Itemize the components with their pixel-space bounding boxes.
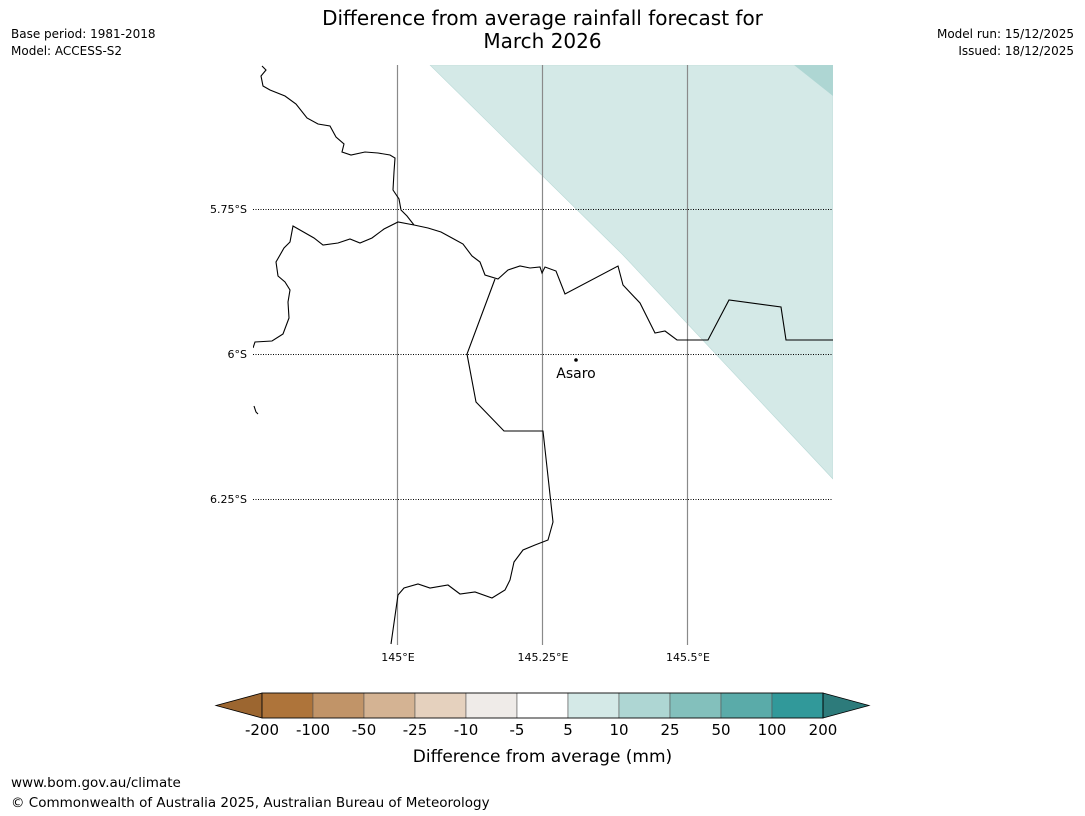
boundary-north-west	[260, 65, 415, 226]
colorbar-cell	[720, 692, 773, 719]
colorbar-swatches	[214, 692, 871, 719]
map-title: Difference from average rainfall forecas…	[0, 7, 1085, 53]
colorbar-cell	[312, 692, 365, 719]
footer-url: www.bom.gov.au/climate	[11, 775, 181, 791]
colorbar-cell	[669, 692, 722, 719]
boundary-fragment	[253, 405, 259, 415]
issued-text: Issued: 18/12/2025	[958, 44, 1074, 58]
lat-label-6s: 6°S	[228, 348, 247, 361]
model-name-text: Model: ACCESS-S2	[11, 44, 123, 58]
footer-copyright: © Commonwealth of Australia 2025, Austra…	[11, 795, 490, 811]
colorbar-tick-label: -25	[403, 721, 428, 739]
lon-label-145-5e: 145.5°E	[666, 651, 710, 664]
title-line-2: March 2026	[483, 29, 602, 53]
colorbar-tick-label: 50	[711, 721, 730, 739]
colorbar-extend-high	[822, 692, 871, 719]
boundary-west	[253, 221, 415, 349]
colorbar-tick-label: 200	[809, 721, 838, 739]
town-label: Asaro	[556, 366, 595, 382]
lat-label-5-75s: 5.75°S	[210, 203, 247, 216]
colorbar-cell	[618, 692, 671, 719]
colorbar-cell	[363, 692, 416, 719]
colorbar-tick-labels: -200 -100 -50 -25 -10 -5 5 10 25 50 100 200	[245, 721, 837, 739]
colorbar-tick-label: -50	[352, 721, 377, 739]
boundary-central	[413, 224, 833, 341]
town-dot	[574, 358, 578, 362]
title-line-1: Difference from average rainfall forecas…	[322, 6, 763, 30]
town-marker-asaro: Asaro	[556, 358, 596, 382]
colorbar-frame	[261, 692, 824, 719]
colorbar-cell	[516, 692, 569, 719]
shade-5-to-10	[429, 65, 833, 480]
colorbar-tick-label: -100	[296, 721, 330, 739]
colorbar-tick-label: 25	[660, 721, 679, 739]
colorbar-extend-low	[214, 692, 263, 719]
colorbar-tick-label: -200	[245, 721, 279, 739]
colorbar-tick-label: -10	[454, 721, 479, 739]
colorbar-title: Difference from average (mm)	[413, 747, 672, 767]
shade-10-to-25	[794, 65, 833, 96]
boundary-south	[390, 278, 554, 645]
lat-label-6-25s: 6.25°S	[210, 493, 247, 506]
colorbar-cell	[465, 692, 518, 719]
colorbar-tick-label: 100	[758, 721, 787, 739]
colorbar-tick-label: -5	[510, 721, 525, 739]
colorbar-cell	[414, 692, 467, 719]
base-period-text: Base period: 1981-2018	[11, 27, 156, 41]
run-info: Model run: 15/12/2025 Issued: 18/12/2025	[937, 26, 1074, 60]
model-run-text: Model run: 15/12/2025	[936, 27, 1074, 41]
lon-label-145e: 145°E	[381, 651, 414, 664]
colorbar-tick-label: 5	[563, 721, 573, 739]
colorbar-tick-label: 10	[609, 721, 628, 739]
lon-label-145-25e: 145.25°E	[518, 651, 569, 664]
colorbar-cell	[261, 692, 314, 719]
colorbar-cell	[771, 692, 824, 719]
colorbar-cell	[567, 692, 620, 719]
model-info: Base period: 1981-2018 Model: ACCESS-S2	[11, 26, 156, 60]
map-area: Asaro	[253, 65, 833, 645]
